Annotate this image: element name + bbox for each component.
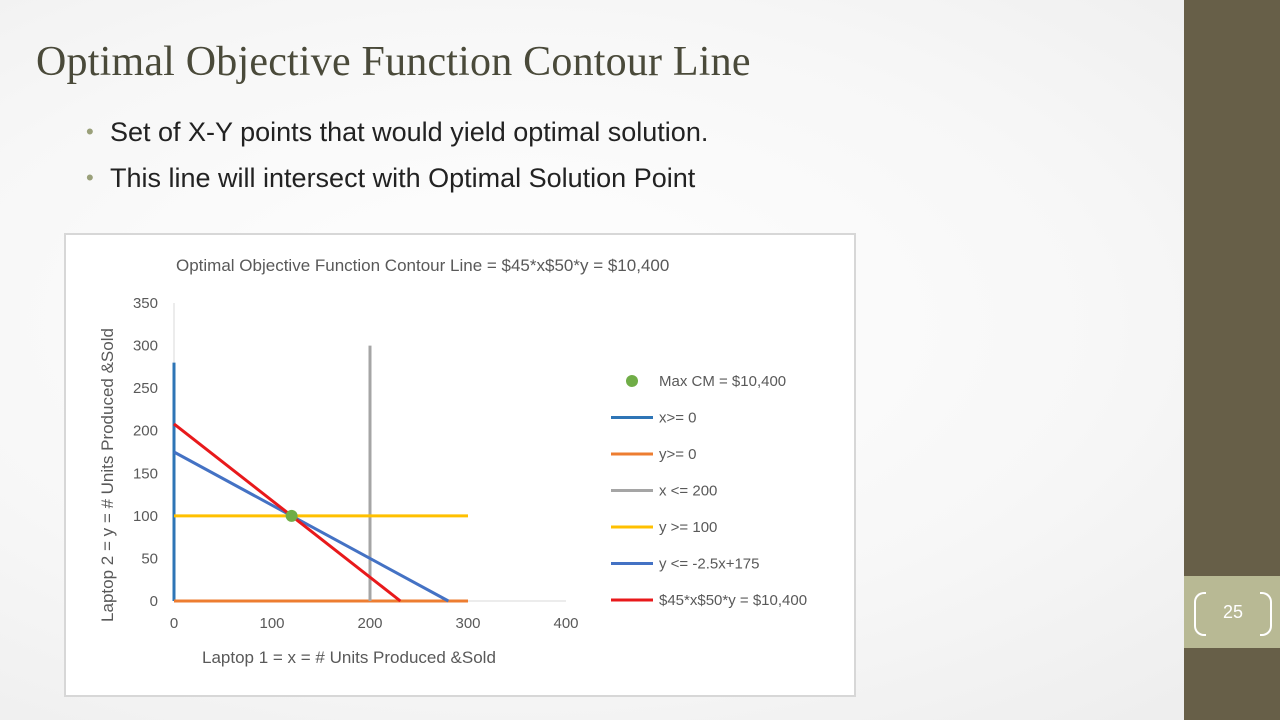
bullet-icon: • [86, 119, 94, 144]
page-number: 25 [1222, 602, 1244, 622]
legend-label: y >= 100 [659, 519, 717, 536]
chart-container: Optimal Objective Function Contour Line … [64, 233, 856, 697]
y-tick-label: 250 [133, 380, 158, 397]
x-tick-label: 300 [455, 615, 480, 632]
legend-label: y <= -2.5x+175 [659, 556, 760, 573]
bullet-text: Set of X-Y points that would yield optim… [110, 117, 709, 147]
left-bracket [1194, 592, 1206, 636]
y-tick-label: 150 [133, 465, 158, 482]
chart-svg: Optimal Objective Function Contour Line … [98, 256, 807, 667]
bullet-item: • Set of X-Y points that would yield opt… [86, 112, 708, 158]
series-line [173, 450, 450, 603]
legend-label: x <= 200 [659, 483, 717, 500]
right-bracket [1260, 592, 1272, 636]
y-tick-label: 300 [133, 338, 158, 355]
y-tick-label: 100 [133, 508, 158, 525]
x-tick-label: 400 [553, 615, 578, 632]
bullet-text: This line will intersect with Optimal So… [110, 163, 696, 193]
y-tick-label: 350 [133, 295, 158, 312]
legend-marker [626, 375, 638, 387]
y-tick-label: 0 [150, 593, 158, 610]
bullet-item: • This line will intersect with Optimal … [86, 158, 708, 204]
page-number-frame: 25 [1194, 592, 1272, 636]
legend-label: $45*x$50*y = $10,400 [659, 592, 807, 609]
x-tick-label: 200 [357, 615, 382, 632]
y-tick-label: 50 [141, 550, 158, 567]
optimal-point-marker [285, 509, 298, 522]
y-tick-label: 200 [133, 423, 158, 440]
bullet-list: • Set of X-Y points that would yield opt… [86, 112, 708, 204]
chart-title: Optimal Objective Function Contour Line … [176, 256, 669, 275]
x-tick-label: 0 [170, 615, 178, 632]
bullet-icon: • [86, 165, 94, 190]
page-number-box [1184, 576, 1280, 648]
x-axis-label: Laptop 1 = x = # Units Produced &Sold [202, 648, 496, 667]
legend-label: Max CM = $10,400 [659, 373, 786, 390]
x-tick-label: 100 [259, 615, 284, 632]
y-axis-label: Laptop 2 = y = # Units Produced &Sold [98, 328, 117, 622]
legend-label: x>= 0 [659, 410, 697, 427]
slide-title: Optimal Objective Function Contour Line [36, 39, 751, 85]
legend-label: y>= 0 [659, 446, 697, 463]
